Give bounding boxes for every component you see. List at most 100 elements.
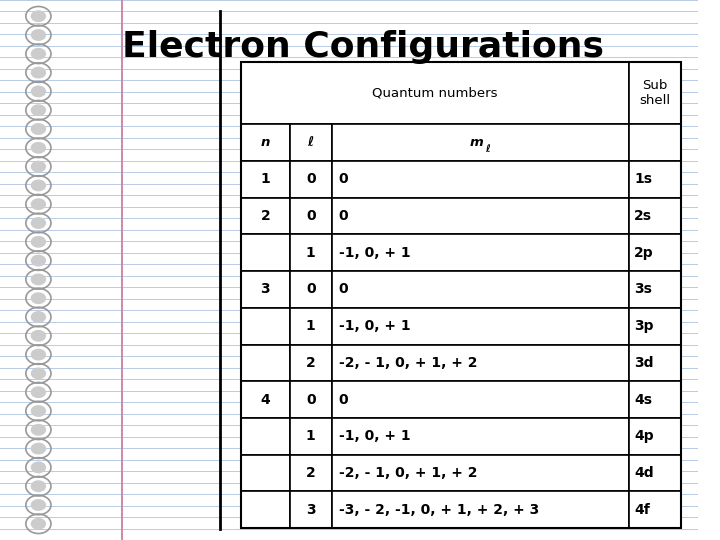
Bar bbox=[241, 124, 290, 161]
Bar bbox=[241, 198, 290, 234]
Text: 0: 0 bbox=[338, 393, 348, 407]
Text: 3d: 3d bbox=[634, 356, 654, 370]
Text: 4d: 4d bbox=[634, 466, 654, 480]
Bar bbox=[290, 198, 332, 234]
Bar bbox=[629, 161, 681, 198]
Bar bbox=[629, 234, 681, 271]
Circle shape bbox=[31, 123, 46, 135]
Bar bbox=[290, 124, 332, 161]
Text: 2: 2 bbox=[306, 356, 315, 370]
Bar bbox=[629, 455, 681, 491]
Text: -1, 0, + 1: -1, 0, + 1 bbox=[338, 246, 410, 260]
Text: 0: 0 bbox=[338, 172, 348, 186]
Circle shape bbox=[31, 48, 46, 60]
Circle shape bbox=[31, 292, 46, 304]
Text: 4: 4 bbox=[261, 393, 270, 407]
Bar bbox=[241, 381, 290, 418]
Bar bbox=[241, 308, 290, 345]
Circle shape bbox=[31, 10, 46, 22]
Text: Quantum numbers: Quantum numbers bbox=[372, 86, 498, 100]
Bar bbox=[332, 308, 629, 345]
Bar bbox=[241, 491, 290, 528]
Bar bbox=[629, 418, 681, 455]
Bar bbox=[290, 381, 332, 418]
Bar bbox=[241, 271, 290, 308]
Bar bbox=[290, 234, 332, 271]
Circle shape bbox=[31, 330, 46, 342]
Bar bbox=[629, 308, 681, 345]
Text: 0: 0 bbox=[306, 282, 315, 296]
Bar bbox=[629, 381, 681, 418]
Bar bbox=[629, 271, 681, 308]
Text: 1: 1 bbox=[261, 172, 270, 186]
Text: 0: 0 bbox=[306, 209, 315, 223]
Text: 1: 1 bbox=[306, 319, 315, 333]
Bar bbox=[332, 271, 629, 308]
Text: 1: 1 bbox=[306, 246, 315, 260]
Bar bbox=[241, 418, 290, 455]
Circle shape bbox=[31, 443, 46, 455]
Bar bbox=[332, 234, 629, 271]
Text: 0: 0 bbox=[338, 282, 348, 296]
Text: 2s: 2s bbox=[634, 209, 652, 223]
Text: 3: 3 bbox=[306, 503, 315, 517]
Bar bbox=[290, 345, 332, 381]
Text: ℓ: ℓ bbox=[307, 136, 314, 149]
Circle shape bbox=[31, 29, 46, 41]
Bar bbox=[241, 234, 290, 271]
Bar bbox=[332, 198, 629, 234]
Bar bbox=[290, 271, 332, 308]
Bar bbox=[332, 381, 629, 418]
Circle shape bbox=[31, 499, 46, 511]
Text: -2, - 1, 0, + 1, + 2: -2, - 1, 0, + 1, + 2 bbox=[338, 466, 477, 480]
Circle shape bbox=[31, 217, 46, 229]
Text: 3: 3 bbox=[261, 282, 270, 296]
Circle shape bbox=[31, 142, 46, 154]
Text: -1, 0, + 1: -1, 0, + 1 bbox=[338, 319, 410, 333]
Text: 4f: 4f bbox=[634, 503, 650, 517]
Text: 3p: 3p bbox=[634, 319, 654, 333]
Circle shape bbox=[31, 386, 46, 398]
Circle shape bbox=[31, 480, 46, 492]
Circle shape bbox=[31, 198, 46, 210]
Text: -2, - 1, 0, + 1, + 2: -2, - 1, 0, + 1, + 2 bbox=[338, 356, 477, 370]
Bar bbox=[241, 62, 681, 528]
Text: Sub
shell: Sub shell bbox=[639, 79, 670, 107]
Text: 1: 1 bbox=[306, 429, 315, 443]
Bar bbox=[290, 491, 332, 528]
Bar bbox=[241, 345, 290, 381]
Bar bbox=[629, 124, 681, 161]
Text: 4p: 4p bbox=[634, 429, 654, 443]
Circle shape bbox=[31, 518, 46, 530]
Text: 0: 0 bbox=[306, 172, 315, 186]
Bar bbox=[241, 62, 629, 124]
Circle shape bbox=[31, 179, 46, 191]
Bar bbox=[290, 455, 332, 491]
Bar bbox=[629, 198, 681, 234]
Circle shape bbox=[31, 236, 46, 248]
Text: n: n bbox=[261, 136, 270, 149]
Bar bbox=[629, 491, 681, 528]
Bar bbox=[332, 418, 629, 455]
Bar bbox=[629, 345, 681, 381]
Circle shape bbox=[31, 273, 46, 285]
Circle shape bbox=[31, 349, 46, 361]
Text: 0: 0 bbox=[306, 393, 315, 407]
Bar bbox=[332, 455, 629, 491]
Circle shape bbox=[31, 311, 46, 323]
Circle shape bbox=[31, 161, 46, 173]
Bar bbox=[290, 418, 332, 455]
Text: 1s: 1s bbox=[634, 172, 652, 186]
Text: 2: 2 bbox=[306, 466, 315, 480]
Text: 2: 2 bbox=[261, 209, 270, 223]
Bar bbox=[332, 345, 629, 381]
Bar bbox=[332, 491, 629, 528]
Text: Electron Configurations: Electron Configurations bbox=[122, 30, 604, 64]
Circle shape bbox=[31, 424, 46, 436]
Bar bbox=[332, 124, 629, 161]
Text: m: m bbox=[469, 136, 483, 149]
Text: 2p: 2p bbox=[634, 246, 654, 260]
Circle shape bbox=[31, 462, 46, 474]
Text: ℓ: ℓ bbox=[485, 144, 490, 154]
Circle shape bbox=[31, 85, 46, 97]
